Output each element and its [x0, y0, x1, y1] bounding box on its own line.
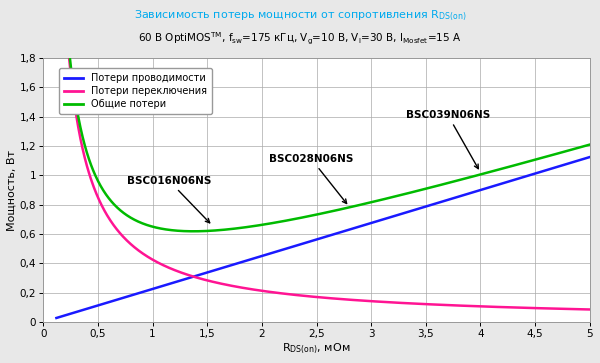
Text: 60 В OptiMOS$^{\mathrm{TM}}$, f$_{\mathrm{sw}}$=175 кГц, V$_{\mathrm{g}}$=10 В, : 60 В OptiMOS$^{\mathrm{TM}}$, f$_{\mathr…: [139, 31, 461, 47]
Text: Зависимость потерь мощности от сопротивления R$_{\mathrm{DS(on)}}$: Зависимость потерь мощности от сопротивл…: [134, 9, 466, 24]
Text: BSC039N06NS: BSC039N06NS: [406, 110, 490, 169]
Y-axis label: Мощность, Вт: Мощность, Вт: [7, 150, 17, 231]
Legend: Потери проводимости, Потери переключения, Общие потери: Потери проводимости, Потери переключения…: [59, 68, 212, 114]
X-axis label: R$_{\mathrm{DS(on)}}$, мОм: R$_{\mathrm{DS(on)}}$, мОм: [282, 342, 351, 356]
Text: BSC016N06NS: BSC016N06NS: [127, 176, 211, 223]
Text: BSC028N06NS: BSC028N06NS: [269, 154, 353, 204]
